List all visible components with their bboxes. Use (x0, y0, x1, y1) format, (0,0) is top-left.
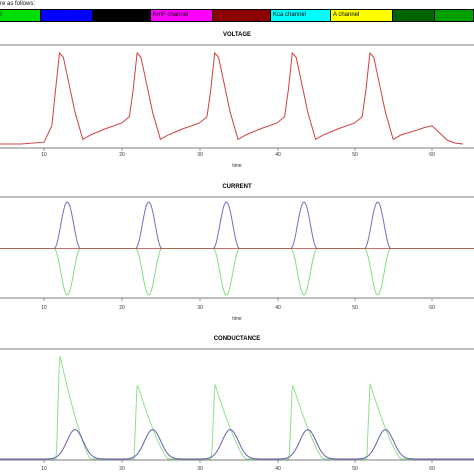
current-series-0 (0, 201, 474, 249)
x-tick-label-2-3: 40 (275, 466, 281, 472)
x-tick-label-2-1: 20 (119, 466, 125, 472)
x-tick-label-1-1: 20 (119, 305, 125, 311)
x-tick-label-0-5: 60 (429, 152, 435, 158)
x-tick-label-0-0: 10 (41, 152, 47, 158)
x-axis-label-1: time (232, 316, 242, 322)
voltage-line (0, 51, 464, 145)
panel-title-0: VOLTAGE (223, 32, 251, 38)
x-tick-label-1-4: 50 (352, 305, 358, 311)
conductance-series-0 (0, 355, 474, 460)
x-tick-label-1-2: 30 (197, 305, 203, 311)
x-tick-label-2-4: 50 (352, 466, 358, 472)
x-tick-label-1-3: 40 (275, 305, 281, 311)
panel-title-1: CURRENT (222, 184, 252, 190)
legend-swatch-3: KmF channel (150, 9, 213, 22)
panel-title-2: CONDUCTANCE (214, 336, 261, 342)
x-tick-label-0-1: 20 (119, 152, 125, 158)
x-tick-label-0-4: 50 (352, 152, 358, 158)
x-tick-label-2-0: 10 (41, 466, 47, 472)
x-tick-label-2-2: 30 (197, 466, 203, 472)
current-series-1 (0, 248, 474, 296)
x-tick-label-0-3: 40 (275, 152, 281, 158)
x-tick-label-1-0: 10 (41, 305, 47, 311)
x-tick-label-2-5: 60 (429, 466, 435, 472)
x-tick-label-0-2: 30 (197, 152, 203, 158)
legend-swatch-6: A channel (330, 9, 393, 22)
figure-caption: re as follows: (0, 1, 36, 7)
x-axis-label-0: time (232, 163, 242, 169)
x-tick-label-1-5: 60 (429, 305, 435, 311)
conductance-series-1 (0, 429, 474, 460)
